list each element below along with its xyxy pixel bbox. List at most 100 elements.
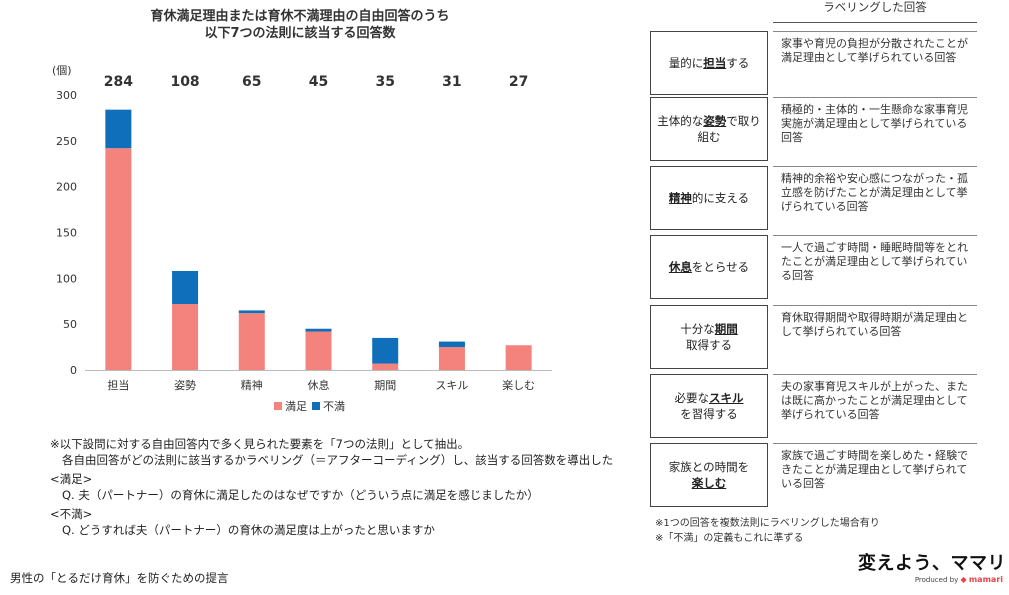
x-tick-label: 精神 [241, 378, 263, 392]
note-dissatisfied-heading: <不満> [50, 507, 93, 521]
rule-description: 精神的余裕や安心感につながった・孤立感を防げたことが満足理由として挙げられている… [773, 166, 977, 230]
rule-name-suffix: で取り組む [697, 114, 761, 144]
y-tick-label: 300 [56, 89, 77, 102]
total-data-label: 284 [104, 74, 133, 90]
logo-produced-by: Produced by ◆ mamari [858, 575, 1003, 584]
bar-satisfied [172, 304, 199, 370]
bar-dissatisfied [372, 337, 399, 364]
rule-keyword: 休息 [668, 260, 692, 274]
rule-name-suffix: をとらせる [691, 260, 750, 274]
rule-keyword: 担当 [703, 56, 727, 70]
rule-row: 休息をとらせる 一人で過ごす時間・睡眠時間等をとれたことが満足理由として挙げられて… [650, 235, 977, 299]
rule-name: 主体的な姿勢で取り組む [655, 113, 763, 145]
footer-text: 男性の「とるだけ育休」を防ぐための提言 [10, 571, 229, 585]
rule-name: 必要なスキルを習得する [675, 390, 744, 422]
x-tick-label: 期間 [374, 379, 396, 392]
rules-note: ※1つの回答を複数法則にラベリングした場合有り ※「不満」の定義もこれに準ずる [655, 516, 880, 546]
rule-keyword: 精神 [668, 191, 692, 205]
rule-row: 主体的な姿勢で取り組む 積極的・主体的・一生懸命な家事育児実施が満足理由として挙げ… [650, 97, 977, 161]
rule-description: 家事や育児の負担が分散されたことが満足理由として挙げられている回答 [773, 31, 977, 95]
y-tick-label: 50 [63, 318, 77, 331]
bar-dissatisfied [238, 310, 265, 314]
rule-name-box: 主体的な姿勢で取り組む [650, 97, 768, 161]
rules-note-line-2: ※「不満」の定義もこれに準ずる [655, 533, 804, 544]
bar-dissatisfied [305, 328, 332, 332]
rule-row: 精神的に支える 精神的余裕や安心感につながった・孤立感を防げたことが満足理由として… [650, 166, 977, 230]
legend-label-dissatisfied: 不満 [323, 400, 345, 413]
x-tick-label: スキル [435, 379, 468, 392]
rule-row: 量的に担当する 家事や育児の負担が分散されたことが満足理由として挙げられている回答 [650, 31, 977, 95]
rules-note-line-1: ※1つの回答を複数法則にラベリングした場合有り [655, 518, 880, 529]
rule-row: 家族との時間を 楽しむ 家族で過ごす時間を楽しめた・経験できたことが満足理由として挙… [650, 443, 977, 507]
rule-keyword: 期間 [714, 322, 738, 336]
mamari-brand-name: mamari [968, 575, 1003, 584]
total-data-label: 45 [309, 74, 328, 90]
legend-label-satisfied: 満足 [285, 400, 307, 413]
rule-name-box: 家族との時間を 楽しむ [650, 443, 768, 507]
rule-name-box: 精神的に支える [650, 166, 768, 230]
rule-keyword: 楽しむ [691, 476, 727, 490]
brand-logo: 変えよう、ママリと Produced by ◆ mamari [858, 549, 1009, 584]
rule-name-box: 十分な期間 取得する [650, 305, 768, 369]
x-tick-label: 姿勢 [174, 378, 196, 392]
note-satisfied-question: Q. 夫（パートナー）の育休に満足したのはなぜですか（どういう点に満足を感じまし… [62, 488, 539, 502]
legend-swatch-dissatisfied [312, 402, 320, 410]
y-axis-unit-label: (個) [52, 64, 72, 77]
total-data-label: 35 [375, 74, 394, 90]
bar-satisfied [505, 345, 532, 370]
total-data-label: 65 [242, 74, 261, 90]
rule-name-suffix: 取得する [686, 338, 732, 352]
chart-title-line-2: 以下7つの法則に該当する回答数 [204, 26, 396, 41]
bar-satisfied [372, 363, 399, 370]
bar-dissatisfied [105, 109, 132, 149]
bar-dissatisfied [438, 341, 465, 348]
y-tick-label: 0 [70, 364, 77, 377]
x-tick-label: 担当 [107, 378, 129, 392]
mamari-brand-icon: ◆ [960, 575, 967, 584]
chart-title-line-1: 育休満足理由または育休不満理由の自由回答のうち [150, 9, 450, 24]
rule-name: 量的に担当する [669, 55, 750, 71]
bar-satisfied [105, 148, 132, 370]
rule-keyword: スキル [709, 391, 744, 405]
bar-satisfied [238, 313, 265, 370]
note-dissatisfied-question: Q. どうすれば夫（パートナー）の育休の満足度は上がったと思いますか [62, 523, 435, 537]
rule-name: 精神的に支える [669, 190, 749, 206]
rule-name-box: 休息をとらせる [650, 235, 768, 299]
rule-name-prefix: 必要な [674, 391, 710, 405]
rule-row: 十分な期間 取得する 育休取得期間や取得時期が満足理由として挙げられている回答 [650, 305, 977, 369]
rule-name-suffix: する [726, 56, 750, 70]
bar-dissatisfied [172, 271, 199, 304]
rule-name-prefix: 量的に [668, 56, 704, 70]
logo-tagline: 変えよう、ママリと [858, 553, 1009, 574]
rule-description: 夫の家事育児スキルが上がった、または既に高かったことが満足理由として挙げられてい… [773, 374, 977, 438]
rule-name: 家族との時間を 楽しむ [669, 459, 749, 491]
rule-name-box: 必要なスキルを習得する [650, 374, 768, 438]
note-line-2: 各自由回答がどの法則に該当するかラベリング（＝アフターコーディング）し、該当する… [62, 453, 614, 467]
y-tick-label: 250 [56, 135, 77, 148]
stacked-bar-chart: (個) 0 50 100 150 200 250 300 284 担当 108 姿勢 65 精神 45 休息 3… [52, 64, 552, 413]
rule-keyword: 姿勢 [703, 114, 727, 128]
note-satisfied-heading: <満足> [50, 472, 93, 486]
chart-title: 育休満足理由または育休不満理由の自由回答のうち 以下7つの法則に該当する回答数 [40, 8, 560, 42]
total-data-label: 108 [170, 74, 199, 90]
y-tick-label: 150 [56, 227, 77, 240]
bar-satisfied [438, 347, 465, 370]
y-tick-label: 100 [56, 272, 77, 285]
label-column-header: ラベリングした回答 [773, 0, 977, 23]
x-tick-label: 楽しむ [502, 379, 535, 392]
rule-name-box: 量的に担当する [650, 31, 768, 95]
rule-name: 十分な期間 取得する [680, 321, 738, 353]
rule-name: 休息をとらせる [669, 259, 749, 275]
rule-name-suffix: 的に支える [691, 191, 750, 205]
rule-description: 一人で過ごす時間・睡眠時間等をとれたことが満足理由として挙げられている回答 [773, 235, 977, 299]
note-line-1: ※以下設問に対する自由回答内で多く見られた要素を「7つの法則」として抽出。 [50, 437, 470, 451]
rule-description: 家族で過ごす時間を楽しめた・経験できたことが満足理由として挙げられている回答 [773, 443, 977, 507]
legend-swatch-satisfied [274, 402, 282, 410]
rule-row: 必要なスキル を習得する 夫の家事育児スキルが上がった、または既に高かったことが満足… [650, 374, 977, 438]
rule-description: 積極的・主体的・一生懸命な家事育児実施が満足理由として挙げられている回答 [773, 97, 977, 161]
rule-name-prefix: 家族との時間を [668, 460, 750, 474]
x-tick-label: 休息 [308, 378, 330, 392]
rule-name-suffix: を習得する [680, 407, 738, 421]
rule-description: 育休取得期間や取得時期が満足理由として挙げられている回答 [773, 305, 977, 369]
y-tick-label: 200 [56, 181, 77, 194]
